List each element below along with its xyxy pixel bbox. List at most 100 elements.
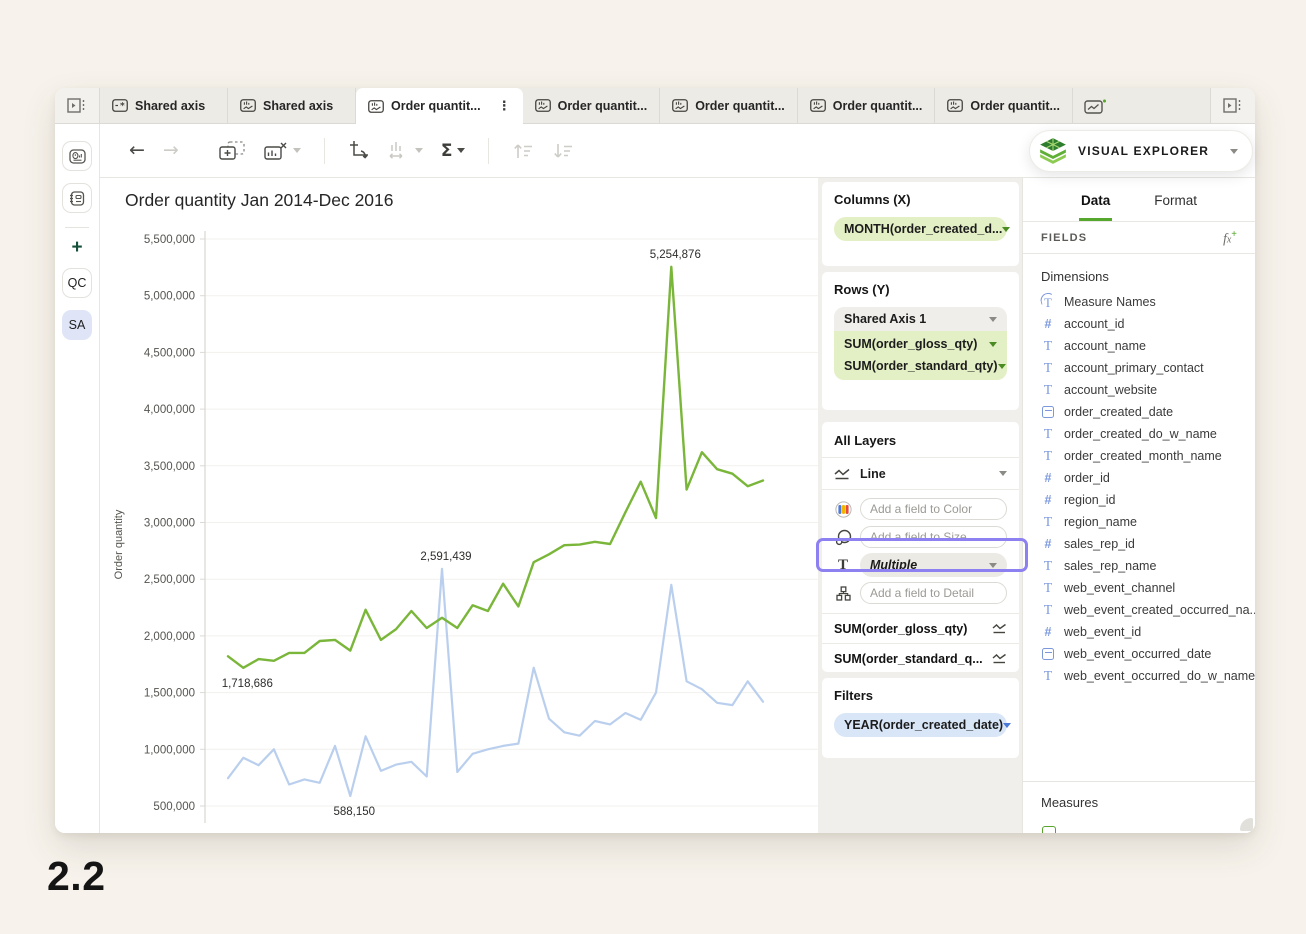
tab-label: Order quantit... bbox=[970, 98, 1060, 113]
text-shelf-multiple-dropdown[interactable]: Multiple bbox=[860, 553, 1007, 577]
workbook-tab-3[interactable]: Order quantit... bbox=[523, 88, 661, 123]
scrollbar-corner[interactable] bbox=[1240, 818, 1253, 831]
add-chart-button[interactable] bbox=[1073, 88, 1119, 123]
field-account-primary-contact[interactable]: account_primary_contact bbox=[1041, 357, 1255, 379]
field-account-id[interactable]: account_id bbox=[1041, 313, 1255, 335]
y-tick-label: 4,500,000 bbox=[144, 347, 195, 359]
sort-descending-icon bbox=[554, 143, 573, 158]
workbook-tab-1[interactable]: Shared axis bbox=[228, 88, 356, 123]
rows-pill-sum-order-standard-qty[interactable]: SUM(order_standard_qty) bbox=[834, 355, 1007, 377]
field-region-name[interactable]: region_name bbox=[1041, 511, 1255, 533]
sort-descending-button[interactable] bbox=[552, 142, 574, 160]
field-web-event-created-occurred-na-[interactable]: web_event_created_occurred_na... bbox=[1041, 599, 1255, 621]
field-label: account_name bbox=[1064, 339, 1147, 353]
field-web-event-id[interactable]: web_event_id bbox=[1041, 621, 1255, 643]
mark-type-label: Line bbox=[860, 466, 886, 481]
y-tick-label: 3,000,000 bbox=[144, 518, 195, 530]
toolbar: ← → bbox=[100, 124, 1255, 178]
tab-format[interactable]: Format bbox=[1154, 193, 1198, 208]
field-measure-names[interactable]: Measure Names bbox=[1041, 291, 1255, 313]
svg-text:*: * bbox=[120, 102, 125, 112]
y-tick-label: 2,500,000 bbox=[144, 574, 195, 586]
undo-button[interactable]: ← bbox=[129, 141, 145, 160]
tab-label: Shared axis bbox=[263, 98, 334, 113]
field-account-name[interactable]: account_name bbox=[1041, 335, 1255, 357]
size-shelf-input[interactable]: Add a field to Size bbox=[860, 526, 1007, 548]
left-rail: + QC SA bbox=[55, 124, 100, 833]
tab-menu-icon[interactable]: ⋮ bbox=[497, 98, 511, 114]
field-web-event-channel[interactable]: web_event_channel bbox=[1041, 577, 1255, 599]
size-shelf-icon bbox=[834, 529, 852, 546]
clear-chart-icon bbox=[264, 142, 287, 160]
workbook-tab-5[interactable]: Order quantit... bbox=[798, 88, 936, 123]
field-account-website[interactable]: account_website bbox=[1041, 379, 1255, 401]
workbook-tab-0[interactable]: * Shared axis bbox=[100, 88, 228, 123]
detail-shelf-icon bbox=[834, 585, 852, 601]
tab-data[interactable]: Data bbox=[1078, 181, 1113, 221]
visual-explorer-button[interactable]: VISUAL EXPLORER bbox=[1029, 130, 1253, 172]
field-sales-rep-name[interactable]: sales_rep_name bbox=[1041, 555, 1255, 577]
aggregate-button[interactable]: Σ bbox=[441, 141, 466, 161]
workbook-tab-6[interactable]: Order quantit... bbox=[935, 88, 1073, 123]
field-region-id[interactable]: region_id bbox=[1041, 489, 1255, 511]
workbook-tab-2-active[interactable]: Order quantit... ⋮ bbox=[356, 88, 523, 124]
toolbar-divider bbox=[488, 137, 490, 164]
canvas-page-button[interactable] bbox=[62, 141, 92, 171]
redo-button[interactable]: → bbox=[163, 141, 179, 160]
chart-tab-icon bbox=[368, 99, 384, 113]
swap-axes-button[interactable] bbox=[348, 140, 370, 161]
pill-label: YEAR(order_created_date) bbox=[844, 718, 1004, 732]
line-series-sum-order-standard-qty-[interactable] bbox=[226, 567, 765, 798]
field-web-event-occurred-do-w-name[interactable]: web_event_occurred_do_w_name bbox=[1041, 665, 1255, 687]
pill-caret-icon bbox=[997, 363, 1006, 369]
tab-strip-spacer bbox=[1119, 88, 1210, 123]
shared-axis-header[interactable]: Shared Axis 1 bbox=[834, 307, 1007, 331]
sort-ascending-button[interactable] bbox=[512, 142, 534, 160]
dimensions-list: Measure Names account_id account_nameaccou… bbox=[1023, 291, 1255, 687]
field-label: web_event_channel bbox=[1064, 581, 1176, 595]
workbook-tab-4[interactable]: Order quantit... bbox=[660, 88, 798, 123]
tab-label: Shared axis bbox=[135, 98, 206, 113]
date-field-icon bbox=[1042, 406, 1054, 418]
add-element-button[interactable] bbox=[219, 140, 246, 161]
line-series-sum-order-gloss-qty-[interactable] bbox=[226, 265, 765, 669]
filter-pill-year-order-created-date[interactable]: YEAR(order_created_date) bbox=[834, 713, 1012, 737]
expand-left-panel-icon[interactable] bbox=[55, 88, 100, 123]
rows-pill-sum-order-gloss-qty[interactable]: SUM(order_gloss_qty) bbox=[834, 333, 1007, 355]
mark-type-dropdown[interactable]: Line bbox=[822, 458, 1019, 489]
resize-marks-button[interactable] bbox=[388, 141, 423, 161]
field-order-id[interactable]: order_id bbox=[1041, 467, 1255, 489]
pill-label: SUM(order_gloss_qty) bbox=[844, 337, 978, 351]
field-order-created-do-w-name[interactable]: order_created_do_w_name bbox=[1041, 423, 1255, 445]
page-button-sa[interactable]: SA bbox=[62, 310, 92, 340]
color-shelf-input[interactable]: Add a field to Color bbox=[860, 498, 1007, 520]
pill-caret-icon bbox=[989, 341, 997, 347]
data-point-label: 1,718,686 bbox=[222, 678, 273, 690]
y-tick-label: 1,000,000 bbox=[144, 744, 195, 756]
notebook-icon bbox=[70, 190, 85, 206]
field-sales-rep-id[interactable]: sales_rep_id bbox=[1041, 533, 1255, 555]
text-field-icon bbox=[1041, 581, 1055, 596]
field-web-event-occurred-date[interactable]: web_event_occurred_date bbox=[1041, 643, 1255, 665]
field-label: web_event_occurred_date bbox=[1064, 647, 1212, 661]
clear-chart-caret bbox=[292, 148, 301, 153]
y-tick-label: 5,000,000 bbox=[144, 291, 195, 303]
layer-row-order-gloss-qty[interactable]: SUM(order_gloss_qty) bbox=[822, 614, 1019, 643]
page-button-qc[interactable]: QC bbox=[62, 268, 92, 298]
data-notebook-button[interactable] bbox=[62, 183, 92, 213]
field-order-created-date[interactable]: order_created_date bbox=[1041, 401, 1255, 423]
columns-pill-month-order-created-date[interactable]: MONTH(order_created_d... bbox=[834, 217, 1011, 241]
y-tick-label: 4,000,000 bbox=[144, 404, 195, 416]
expand-right-panel-icon[interactable] bbox=[1210, 88, 1255, 123]
line-mark-icon bbox=[992, 623, 1006, 634]
clear-chart-button[interactable] bbox=[264, 141, 301, 161]
layer-row-order-standard-qty[interactable]: SUM(order_standard_q... bbox=[822, 644, 1019, 673]
add-calculated-field-button[interactable]: fx+ bbox=[1223, 228, 1237, 246]
field-label: account_primary_contact bbox=[1064, 361, 1204, 375]
field-label: order_id bbox=[1064, 471, 1110, 485]
tab-strip: * Shared axis Shared axis Order quantit..… bbox=[55, 88, 1255, 124]
field-order-created-month-name[interactable]: order_created_month_name bbox=[1041, 445, 1255, 467]
detail-shelf-input[interactable]: Add a field to Detail bbox=[860, 582, 1007, 604]
add-page-button[interactable]: + bbox=[71, 237, 83, 258]
order-quantity-line-chart[interactable]: 500,000 1,000,000 1,500,000 2,000,000 2,500,… bbox=[100, 178, 818, 833]
